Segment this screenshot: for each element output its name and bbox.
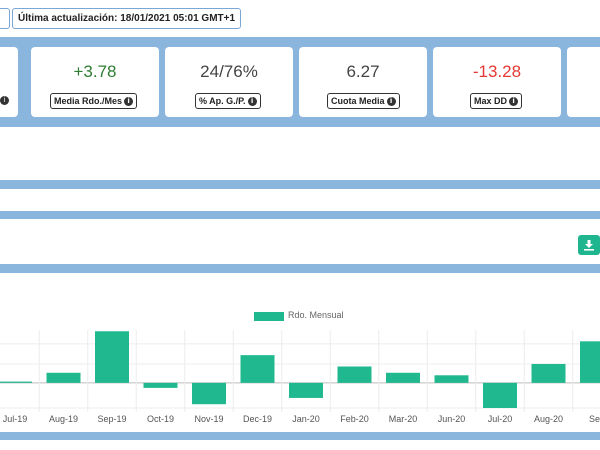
- x-tick-label: Aug-20: [534, 414, 563, 424]
- download-icon: [584, 240, 594, 251]
- kpi-card-avg-monthly: +3.78 Media Rdo./Mes i: [31, 47, 159, 117]
- bar-Aug-20[interactable]: [531, 363, 566, 383]
- info-icon[interactable]: i: [509, 97, 519, 107]
- kpi-value: +3.78: [73, 62, 117, 81]
- x-tick-label: Dec-19: [243, 414, 272, 424]
- bar-Sep-19[interactable]: [95, 331, 129, 383]
- x-tick-label: Sep: [589, 414, 600, 424]
- bar-Dec-19[interactable]: [240, 355, 275, 383]
- kpi-value: -13.28: [472, 62, 522, 81]
- kpi-value: 24/76%: [200, 62, 258, 81]
- bar-Sep-20[interactable]: [580, 341, 600, 383]
- chart-x-axis-labels: Jul-19 Aug-19 Sep-19 Oct-19 Nov-19 Dec-19 Jan-…: [3, 414, 600, 424]
- x-tick-label: Feb-20: [340, 414, 369, 424]
- x-tick-label: Aug-19: [49, 414, 78, 424]
- last-update-text: Última actualización: 18/01/2021 05:01 G…: [18, 13, 236, 24]
- kpi-band: i +3.78 Media Rdo./Mes i 24/76% % Ap. G./…: [0, 37, 600, 127]
- kpi-label[interactable]: Media Rdo./Mes i: [50, 93, 138, 109]
- kpi-value: 6.27: [346, 62, 380, 81]
- section-divider: [0, 211, 600, 219]
- x-tick-label: Jun-20: [438, 414, 466, 424]
- kpi-label-text: % Ap. G./P.: [199, 96, 246, 106]
- bar-Feb-20[interactable]: [337, 366, 372, 383]
- kpi-label-text: Media Rdo./Mes: [54, 96, 123, 106]
- download-button[interactable]: [578, 235, 600, 255]
- x-tick-label: Oct-19: [147, 414, 174, 424]
- kpi-label[interactable]: Max DD i: [470, 93, 523, 109]
- bar-Aug-19[interactable]: [46, 372, 81, 383]
- kpi-card-win-loss: 24/76% % Ap. G./P. i: [165, 47, 293, 117]
- section-divider: [0, 180, 600, 189]
- kpi-label[interactable]: Cuota Media i: [327, 93, 400, 109]
- info-icon[interactable]: i: [124, 97, 134, 107]
- bar-Mar-20[interactable]: [386, 372, 420, 383]
- kpi-label-text: Cuota Media: [331, 96, 385, 106]
- bar-Jan-20[interactable]: [289, 382, 323, 398]
- info-chip[interactable]: [0, 8, 10, 29]
- chart-bars: [0, 331, 600, 408]
- info-icon[interactable]: i: [386, 97, 396, 107]
- section-divider: [0, 432, 600, 440]
- bar-Nov-19[interactable]: [192, 382, 226, 405]
- legend-label: Rdo. Mensual: [288, 310, 344, 320]
- x-tick-label: Sep-19: [97, 414, 126, 424]
- bar-Jul-19[interactable]: [0, 381, 32, 383]
- bar-Jun-20[interactable]: [434, 375, 469, 383]
- x-tick-label: Jan-20: [292, 414, 320, 424]
- kpi-card-partial-right: [567, 47, 600, 117]
- info-icon[interactable]: i: [0, 96, 9, 105]
- kpi-card-partial-left: i: [0, 47, 18, 117]
- kpi-label[interactable]: % Ap. G./P. i: [195, 93, 261, 109]
- kpi-card-max-dd: -13.28 Max DD i: [433, 47, 561, 117]
- last-update-badge: Última actualización: 18/01/2021 05:01 G…: [12, 8, 242, 29]
- x-tick-label: Mar-20: [389, 414, 418, 424]
- section-divider: [0, 264, 600, 273]
- bar-Jul-20[interactable]: [483, 382, 517, 408]
- kpi-label-text: Max DD: [474, 96, 508, 106]
- monthly-result-chart: Jul-19 Aug-19 Sep-19 Oct-19 Nov-19 Dec-19 Jan-…: [0, 330, 600, 424]
- bar-Oct-19[interactable]: [143, 382, 178, 388]
- info-icon[interactable]: i: [247, 97, 257, 107]
- x-tick-label: Nov-19: [194, 414, 223, 424]
- legend-swatch: [254, 312, 284, 321]
- x-tick-label: Jul-20: [488, 414, 513, 424]
- kpi-card-avg-odds: 6.27 Cuota Media i: [299, 47, 427, 117]
- x-tick-label: Jul-19: [3, 414, 28, 424]
